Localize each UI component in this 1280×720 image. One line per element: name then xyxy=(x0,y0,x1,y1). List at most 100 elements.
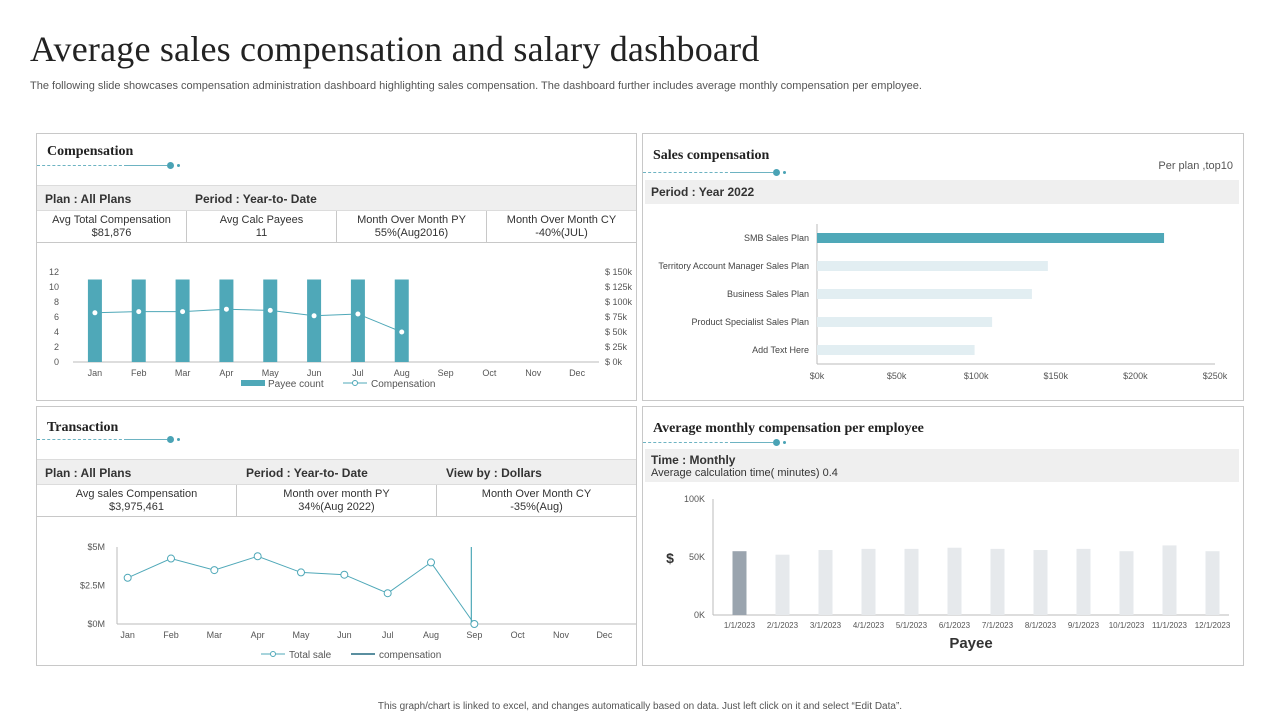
x-tick-label: Dec xyxy=(569,368,586,378)
x-tick-label: Apr xyxy=(251,630,265,640)
x-tick-label: 10/1/2023 xyxy=(1109,621,1145,630)
sales-compensation-chart[interactable]: $0k $50k $100k $150k $200k $250k SMB Sales Pla… xyxy=(643,214,1243,394)
view-filter[interactable]: View by : Dollars xyxy=(446,466,542,480)
legend-label: Compensation xyxy=(371,379,435,390)
y2-tick-label: $ 75k xyxy=(605,312,628,322)
x-tick-label: Aug xyxy=(423,630,439,640)
x-tick-label: May xyxy=(292,630,310,640)
page-title: Average sales compensation and salary da… xyxy=(30,29,760,69)
plan-label: Business Sales Plan xyxy=(727,289,809,299)
payee-bar xyxy=(1205,551,1220,615)
title-decoration xyxy=(37,435,197,443)
x-tick-label: Oct xyxy=(511,630,526,640)
y-tick-label: 10 xyxy=(49,282,59,292)
plan-bar xyxy=(817,345,975,355)
y-tick-label: 2 xyxy=(54,342,59,352)
y-tick-label: 4 xyxy=(54,327,59,337)
x-tick-label: Jun xyxy=(307,368,322,378)
x-tick-label: Apr xyxy=(219,368,233,378)
x-tick-label: Nov xyxy=(525,368,542,378)
period-filter[interactable]: Period : Year-to- Date xyxy=(246,466,368,480)
period-filter[interactable]: Period : Year 2022 xyxy=(651,185,755,199)
payee-count-bar xyxy=(219,279,234,362)
x-tick-label: $0k xyxy=(810,371,825,381)
time-filter[interactable]: Time : Monthly xyxy=(651,453,736,467)
transaction-chart[interactable]: $0M $2.5M $5M Jan Feb Mar Apr May Jun Jul Aug Sep Oc… xyxy=(37,519,636,665)
legend-swatch-marker xyxy=(270,651,276,657)
payee-count-bar xyxy=(394,279,409,362)
payee-count-bar xyxy=(350,279,365,362)
footer-note: This graph/chart is linked to excel, and… xyxy=(377,701,903,712)
plan-bar xyxy=(817,317,993,327)
x-tick-label: Mar xyxy=(175,368,191,378)
total-sale-point xyxy=(427,558,435,567)
legend-label: compensation xyxy=(379,650,441,661)
x-tick-label: Jul xyxy=(352,368,364,378)
y2-tick-label: $ 100k xyxy=(605,297,633,307)
compensation-point xyxy=(135,308,143,316)
y-tick-label: 8 xyxy=(54,297,59,307)
x-tick-label: Nov xyxy=(553,630,570,640)
legend-swatch-marker xyxy=(352,380,358,386)
x-axis-label: Payee xyxy=(949,635,992,652)
x-tick-label: 2/1/2023 xyxy=(767,621,799,630)
compensation-filter-bar: Plan : All Plans Period : Year-to- Date xyxy=(37,185,636,211)
x-tick-label: 5/1/2023 xyxy=(896,621,928,630)
period-filter[interactable]: Period : Year-to- Date xyxy=(195,192,317,206)
avg-monthly-title: Average monthly compensation per employe… xyxy=(653,421,924,436)
kpi-cell: Month over month PY 34%(Aug 2022) xyxy=(237,485,437,516)
x-tick-label: 6/1/2023 xyxy=(939,621,971,630)
sales-compensation-panel: Sales compensation Per plan ,top10 Perio… xyxy=(642,133,1244,401)
x-tick-label: May xyxy=(262,368,280,378)
title-decoration xyxy=(643,168,803,176)
payee-bar xyxy=(990,548,1005,615)
title-decoration xyxy=(37,161,197,169)
y-tick-label: 12 xyxy=(49,267,59,277)
payee-count-bar xyxy=(175,279,190,362)
y-tick-label: $2.5M xyxy=(80,581,105,591)
payee-bar xyxy=(818,550,833,615)
y-tick-label: 100K xyxy=(684,494,705,504)
total-sale-point xyxy=(470,620,479,628)
total-sale-point xyxy=(167,554,175,563)
x-tick-label: 11/1/2023 xyxy=(1152,621,1188,630)
plan-filter[interactable]: Plan : All Plans xyxy=(45,192,132,206)
total-sale-point xyxy=(297,568,305,577)
kpi-cell: Avg Total Compensation $81,876 xyxy=(37,211,187,242)
y2-tick-label: $ 0k xyxy=(605,357,623,367)
compensation-chart[interactable]: 0 2 4 6 8 10 12 $ 0k $ 25k $ 50k $ 75k $ 100k $ 125k… xyxy=(37,246,636,396)
compensation-point xyxy=(354,310,362,318)
page-subtitle: The following slide showcases compensati… xyxy=(30,80,922,92)
x-tick-label: Sep xyxy=(438,368,454,378)
payee-bar xyxy=(861,548,876,615)
compensation-title: Compensation xyxy=(47,144,134,159)
payee-bar xyxy=(1076,548,1091,615)
plan-filter[interactable]: Plan : All Plans xyxy=(45,466,132,480)
compensation-point xyxy=(179,308,187,316)
kpi-cell: Month Over Month CY -40%(JUL) xyxy=(506,214,617,239)
x-tick-label: Jul xyxy=(382,630,394,640)
total-sale-point xyxy=(123,573,132,582)
plan-bar xyxy=(817,261,1048,271)
x-tick-label: $250k xyxy=(1203,371,1228,381)
total-sale-point xyxy=(340,570,349,579)
legend-swatch-bar xyxy=(241,380,265,386)
y-tick-label: $0M xyxy=(87,619,105,629)
compensation-point xyxy=(266,306,274,314)
total-sale-line xyxy=(127,555,475,625)
plan-label: SMB Sales Plan xyxy=(744,233,809,243)
y2-tick-label: $ 125k xyxy=(605,282,633,292)
y2-tick-label: $ 50k xyxy=(605,327,628,337)
legend-label: Total sale xyxy=(289,650,332,661)
kpi-cell: Avg sales Compensation $3,975,461 xyxy=(37,485,237,516)
compensation-point xyxy=(222,305,230,313)
avg-monthly-chart[interactable]: 0K 50K 100K $1/1/2023 2/1/2023 3/1/2023 4/1/20… xyxy=(643,487,1243,663)
plan-label: Territory Account Manager Sales Plan xyxy=(658,261,809,271)
y-tick-label: 0 xyxy=(54,357,59,367)
x-tick-label: $100k xyxy=(964,371,989,381)
payee-bar xyxy=(1119,551,1134,615)
legend-label: Payee count xyxy=(268,379,324,390)
per-plan-note: Per plan ,top10 xyxy=(1158,160,1233,172)
plan-label: Product Specialist Sales Plan xyxy=(691,317,809,327)
total-sale-point xyxy=(253,552,262,561)
